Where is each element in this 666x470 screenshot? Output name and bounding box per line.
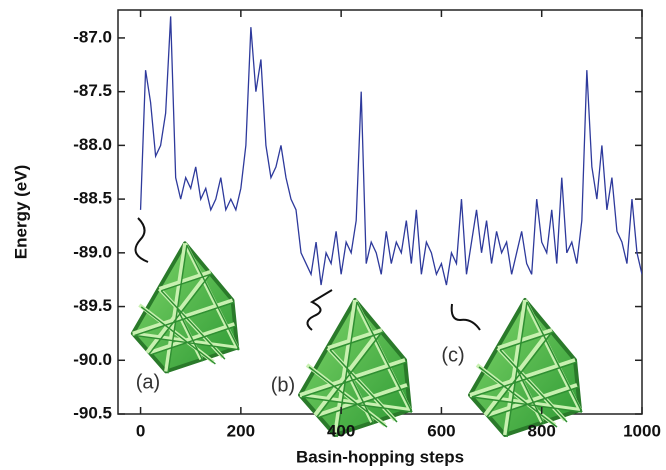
cage-strut-shade xyxy=(160,290,226,360)
cage-strut-shade xyxy=(489,386,580,418)
y-tick-label: -90.5 xyxy=(73,403,112,422)
cage-strut xyxy=(353,299,412,411)
cage-strut-shade xyxy=(140,306,216,365)
x-tick-label: 1000 xyxy=(623,421,661,440)
x-tick-label: 400 xyxy=(327,421,355,440)
cage-strut-shade xyxy=(486,331,553,418)
cage-strut-shade xyxy=(526,301,583,413)
cage-strut xyxy=(299,358,406,397)
cage-strut-shade xyxy=(356,301,413,413)
cage-strut xyxy=(132,298,234,336)
cage-strut-shade xyxy=(346,368,375,425)
x-tick-label: 800 xyxy=(528,421,556,440)
cage-strut-shade xyxy=(329,331,385,351)
y-axis-title: Energy (eV) xyxy=(11,165,30,259)
cage-strut-shade xyxy=(301,361,408,398)
arrow xyxy=(450,303,481,331)
x-axis-title: Basin-hopping steps xyxy=(296,447,464,466)
cage-strut-shade xyxy=(186,244,240,350)
cage-strut xyxy=(523,299,582,411)
cage-strut-shade xyxy=(161,272,213,292)
x-tick-label: 200 xyxy=(227,421,255,440)
y-tick-label: -88.0 xyxy=(73,135,112,154)
cage xyxy=(130,241,240,374)
arrow xyxy=(306,289,333,331)
x-tick-label: 0 xyxy=(136,421,145,440)
y-tick-label: -89.5 xyxy=(73,296,112,315)
cage-strut-shade xyxy=(516,368,545,425)
cage-strut-shade xyxy=(316,331,383,418)
y-tick-label: -90.0 xyxy=(73,350,112,369)
cage-strut-shade xyxy=(176,308,204,362)
annotation: (b) xyxy=(271,374,295,396)
annotation: (c) xyxy=(441,344,464,366)
cage-strut-shade xyxy=(308,366,388,428)
cage-strut-shade xyxy=(134,301,235,337)
cage-layer xyxy=(130,217,583,438)
x-tick-label: 600 xyxy=(427,421,455,440)
cage-strut-shade xyxy=(319,386,410,418)
cage-strut-shade xyxy=(329,349,398,423)
cage-strut-shade xyxy=(478,366,558,428)
y-tick-label: -87.0 xyxy=(73,27,112,46)
annotation: (a) xyxy=(136,371,160,393)
cage-strut xyxy=(469,358,576,397)
energy-line xyxy=(139,16,642,286)
cage-strut-shade xyxy=(499,349,568,423)
y-tick-label: -89.0 xyxy=(73,242,112,261)
arrow xyxy=(134,217,149,263)
y-tick-label: -87.5 xyxy=(73,81,112,100)
cage-strut-shade xyxy=(471,361,578,398)
cage-strut xyxy=(183,242,239,349)
y-tick-label: -88.5 xyxy=(73,189,112,208)
cage xyxy=(468,298,583,438)
cage-strut-shade xyxy=(151,325,237,356)
cage-strut-shade xyxy=(499,331,555,351)
cage-strut-shade xyxy=(148,273,212,355)
cage xyxy=(298,298,413,438)
